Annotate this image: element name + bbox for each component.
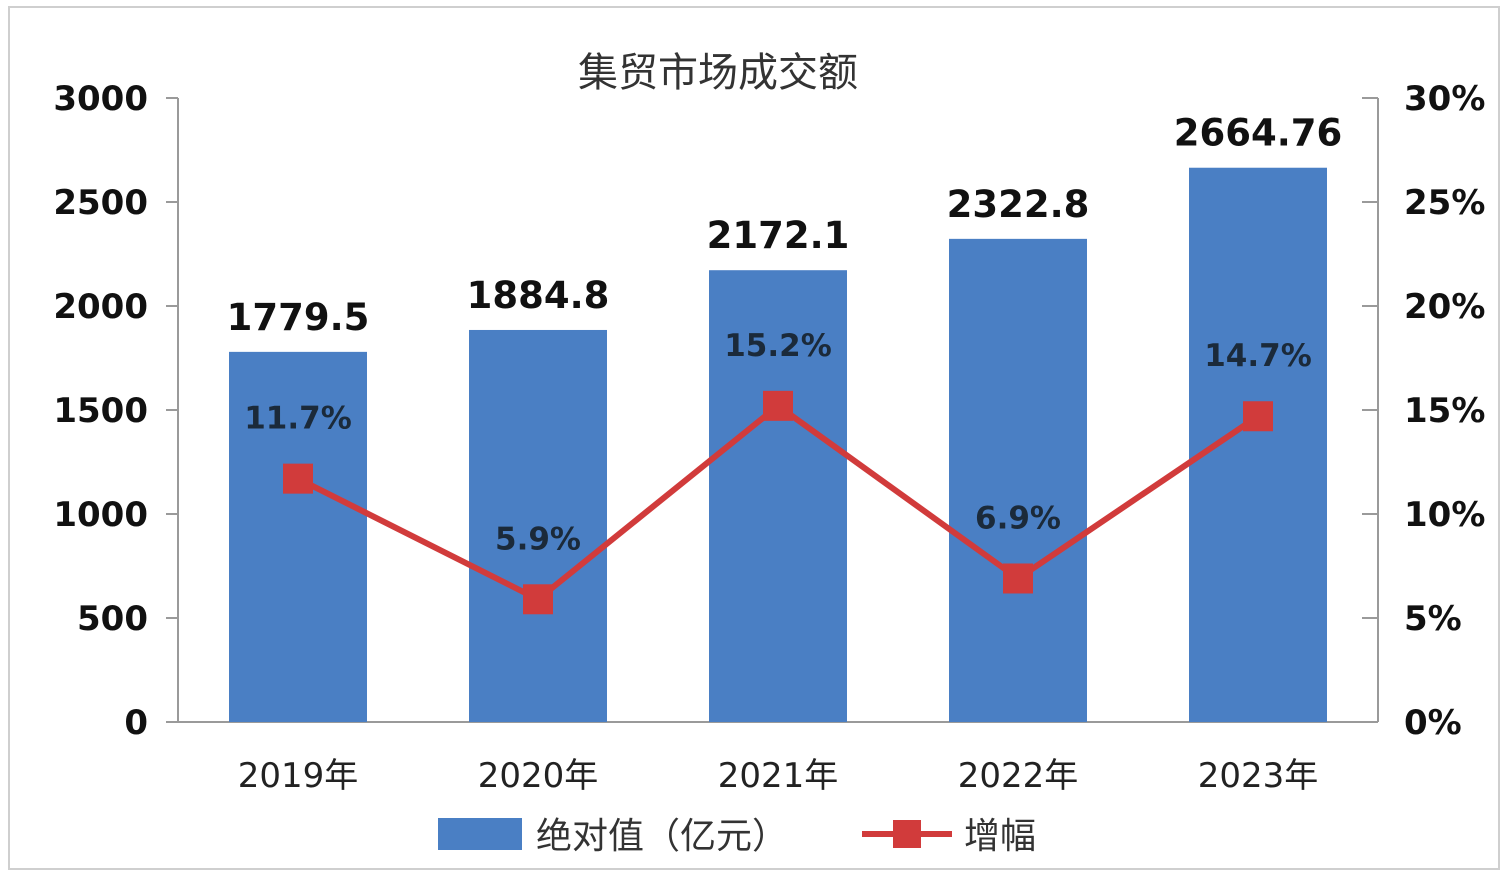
legend: 绝对值（亿元） 增幅	[438, 816, 1036, 857]
y-tick-label: 1500	[53, 391, 148, 431]
legend-label-bar: 绝对值（亿元）	[536, 816, 788, 857]
bar-value-label: 2664.76	[1174, 112, 1343, 155]
growth-marker	[283, 463, 313, 494]
bar-value-label: 2172.1	[707, 214, 850, 257]
x-tick-label: 2020年	[478, 756, 599, 796]
bar	[1189, 167, 1327, 722]
bar-value-label: 1779.5	[227, 296, 370, 339]
y-tick-label: 500	[77, 599, 148, 639]
legend-marker-swatch	[893, 820, 921, 848]
growth-value-label: 15.2%	[724, 328, 832, 364]
growth-value-label: 5.9%	[495, 521, 581, 557]
y2-tick-label: 25%	[1404, 183, 1485, 223]
y-tick-label: 3000	[53, 79, 148, 119]
y2-tick-label: 30%	[1404, 79, 1485, 119]
growth-value-label: 14.7%	[1204, 338, 1312, 374]
chart-title: 集贸市场成交额	[578, 50, 858, 96]
bar	[229, 351, 367, 722]
growth-marker	[763, 390, 793, 421]
x-tick-label: 2023年	[1198, 756, 1319, 796]
growth-marker	[1243, 401, 1273, 432]
legend-label-line: 增幅	[964, 816, 1036, 857]
growth-value-label: 6.9%	[975, 500, 1061, 536]
x-tick-label: 2022年	[958, 756, 1079, 796]
y-tick-label: 0	[124, 703, 148, 743]
bar	[949, 238, 1087, 722]
growth-marker	[523, 584, 553, 615]
bar	[709, 270, 847, 722]
y2-tick-label: 15%	[1404, 391, 1485, 431]
y2-tick-label: 0%	[1404, 703, 1462, 743]
y-tick-label: 2000	[53, 287, 148, 327]
plot-area: 0 500 1000 1500 2000 2500 3000 0% 5% 10% 15% 20% 25%…	[53, 79, 1485, 796]
y-tick-label: 2500	[53, 183, 148, 223]
growth-value-label: 11.7%	[244, 401, 352, 437]
y2-tick-label: 5%	[1404, 599, 1462, 639]
bar-value-label: 2322.8	[947, 183, 1090, 226]
growth-marker	[1003, 563, 1033, 594]
bar	[469, 329, 607, 722]
y-tick-label: 1000	[53, 495, 148, 535]
bar-value-label: 1884.8	[467, 274, 610, 317]
x-tick-label: 2021年	[718, 756, 839, 796]
y2-tick-label: 10%	[1404, 495, 1485, 535]
legend-swatch-bar	[438, 818, 522, 850]
y2-tick-label: 20%	[1404, 287, 1485, 327]
x-tick-label: 2019年	[238, 756, 359, 796]
